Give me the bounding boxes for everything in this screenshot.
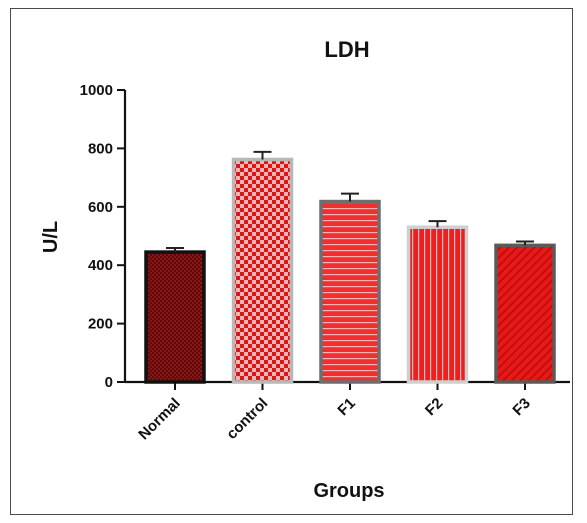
category-label-f1: F1 <box>334 395 358 419</box>
y-tick-label: 600 <box>88 199 113 216</box>
error-bars-group <box>166 150 534 253</box>
category-label-normal: Normal <box>135 395 184 444</box>
bar-control <box>231 157 294 384</box>
y-tick-label: 200 <box>88 316 113 333</box>
y-tick-label: 400 <box>88 257 113 274</box>
chart-title: LDH <box>324 37 369 62</box>
x-axis-label: Groups <box>313 480 384 502</box>
bar-normal <box>144 250 206 384</box>
category-label-control: control <box>223 395 271 443</box>
y-axis-label: U/L <box>40 221 62 253</box>
bars-group <box>144 157 556 384</box>
category-labels: Normal control F1 F2 F3 <box>135 395 534 444</box>
y-axis: 0 200 400 600 800 1000 <box>80 82 127 391</box>
category-label-f3: F3 <box>509 395 533 419</box>
bar-f2 <box>406 225 469 384</box>
category-label-f2: F2 <box>422 395 446 419</box>
y-tick-label: 0 <box>105 374 113 391</box>
bar-f1 <box>319 199 381 384</box>
bar-f3 <box>494 243 556 384</box>
y-tick-label: 800 <box>88 140 113 157</box>
y-tick-label: 1000 <box>80 82 113 99</box>
